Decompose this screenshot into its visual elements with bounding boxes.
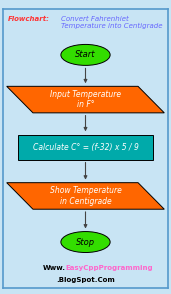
Text: Show Temperature
in Centigrade: Show Temperature in Centigrade bbox=[50, 186, 121, 206]
Polygon shape bbox=[7, 183, 164, 209]
Text: Www.: Www. bbox=[43, 265, 66, 271]
Ellipse shape bbox=[61, 44, 110, 65]
Text: EasyCppProgramming: EasyCppProgramming bbox=[66, 265, 153, 271]
Ellipse shape bbox=[61, 232, 110, 253]
Text: Start: Start bbox=[75, 50, 96, 59]
Polygon shape bbox=[7, 86, 164, 113]
Text: Stop: Stop bbox=[76, 238, 95, 247]
Text: Calculate C° = (f-32) x 5 / 9: Calculate C° = (f-32) x 5 / 9 bbox=[32, 143, 139, 152]
Bar bbox=[18, 135, 153, 160]
Text: Flowchart:: Flowchart: bbox=[8, 16, 50, 22]
Text: Convert Fahrenhiet
Temperature into Centigrade: Convert Fahrenhiet Temperature into Cent… bbox=[61, 16, 162, 29]
Text: .BlogSpot.Com: .BlogSpot.Com bbox=[56, 277, 115, 283]
Text: Input Temperature
in F°: Input Temperature in F° bbox=[50, 90, 121, 109]
